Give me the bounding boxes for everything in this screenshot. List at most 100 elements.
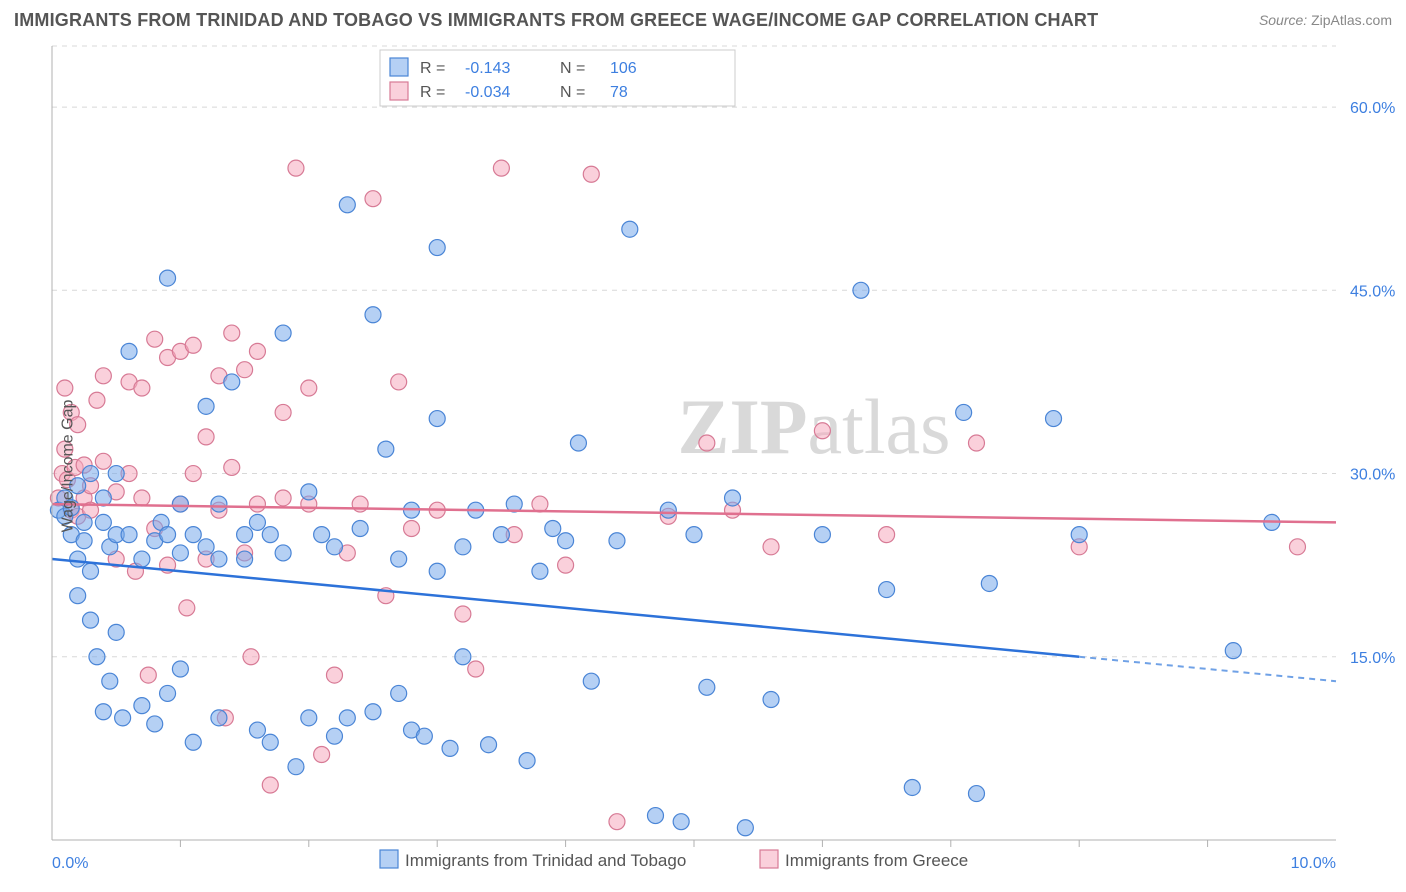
data-point [249,514,265,530]
x-tick-label: 0.0% [52,855,88,872]
y-tick-label: 60.0% [1350,100,1395,117]
data-point [275,404,291,420]
data-point [275,325,291,341]
legend-series-label: Immigrants from Trinidad and Tobago [405,851,686,870]
y-tick-label: 15.0% [1350,650,1395,667]
chart-area: Wage/Income Gap ZIPatlas15.0%30.0%45.0%6… [0,40,1406,892]
data-point [429,411,445,427]
data-point [442,740,458,756]
data-point [95,453,111,469]
x-tick-label: 10.0% [1291,855,1336,872]
data-point [185,337,201,353]
data-point [249,343,265,359]
chart-header: IMMIGRANTS FROM TRINIDAD AND TOBAGO VS I… [14,10,1392,38]
data-point [673,814,689,830]
data-point [211,496,227,512]
data-point [904,779,920,795]
data-point [70,588,86,604]
chart-title: IMMIGRANTS FROM TRINIDAD AND TOBAGO VS I… [14,10,1098,30]
data-point [224,459,240,475]
legend-r-label: R = [420,84,445,101]
y-tick-label: 30.0% [1350,467,1395,484]
data-point [89,649,105,665]
legend-n-value: 106 [610,60,637,77]
data-point [699,435,715,451]
legend-swatch-pink [390,82,408,100]
data-point [160,270,176,286]
data-point [172,661,188,677]
data-point [378,441,394,457]
data-point [288,759,304,775]
data-point [102,673,118,689]
data-point [108,466,124,482]
data-point [455,649,471,665]
legend-r-value: -0.143 [465,60,510,77]
data-point [262,734,278,750]
data-point [583,673,599,689]
data-point [1225,643,1241,659]
data-point [237,551,253,567]
data-point [365,191,381,207]
data-point [429,563,445,579]
data-point [814,423,830,439]
data-point [647,808,663,824]
source-value: ZipAtlas.com [1311,12,1392,28]
data-point [416,728,432,744]
data-point [95,704,111,720]
data-point [134,551,150,567]
data-point [558,533,574,549]
data-point [519,753,535,769]
data-point [89,392,105,408]
data-point [404,521,420,537]
legend-n-label: N = [560,60,585,77]
data-point [160,685,176,701]
data-point [262,527,278,543]
data-point [545,521,561,537]
legend-n-label: N = [560,84,585,101]
data-point [391,374,407,390]
data-point [301,484,317,500]
data-point [134,380,150,396]
data-point [339,710,355,726]
data-point [981,575,997,591]
data-point [314,527,330,543]
legend-swatch-blue [380,850,398,868]
data-point [121,527,137,543]
data-point [429,240,445,256]
data-point [391,685,407,701]
trend-line-blue-extrapolated [1079,657,1336,681]
data-point [365,704,381,720]
data-point [365,307,381,323]
data-point [532,563,548,579]
data-point [532,496,548,512]
data-point [185,527,201,543]
data-point [468,661,484,677]
data-point [583,166,599,182]
data-point [185,734,201,750]
data-point [83,563,99,579]
data-point [224,374,240,390]
data-point [134,698,150,714]
data-point [185,466,201,482]
data-point [339,197,355,213]
data-point [198,398,214,414]
data-point [1289,539,1305,555]
data-point [660,502,676,518]
source-attribution: Source: ZipAtlas.com [1259,12,1392,28]
data-point [968,435,984,451]
data-point [326,728,342,744]
data-point [140,667,156,683]
data-point [481,737,497,753]
data-point [956,404,972,420]
data-point [853,282,869,298]
data-point [725,490,741,506]
data-point [262,777,278,793]
data-point [609,814,625,830]
data-point [455,539,471,555]
data-point [70,551,86,567]
data-point [211,551,227,567]
data-point [570,435,586,451]
data-point [83,612,99,628]
data-point [326,667,342,683]
data-point [95,514,111,530]
